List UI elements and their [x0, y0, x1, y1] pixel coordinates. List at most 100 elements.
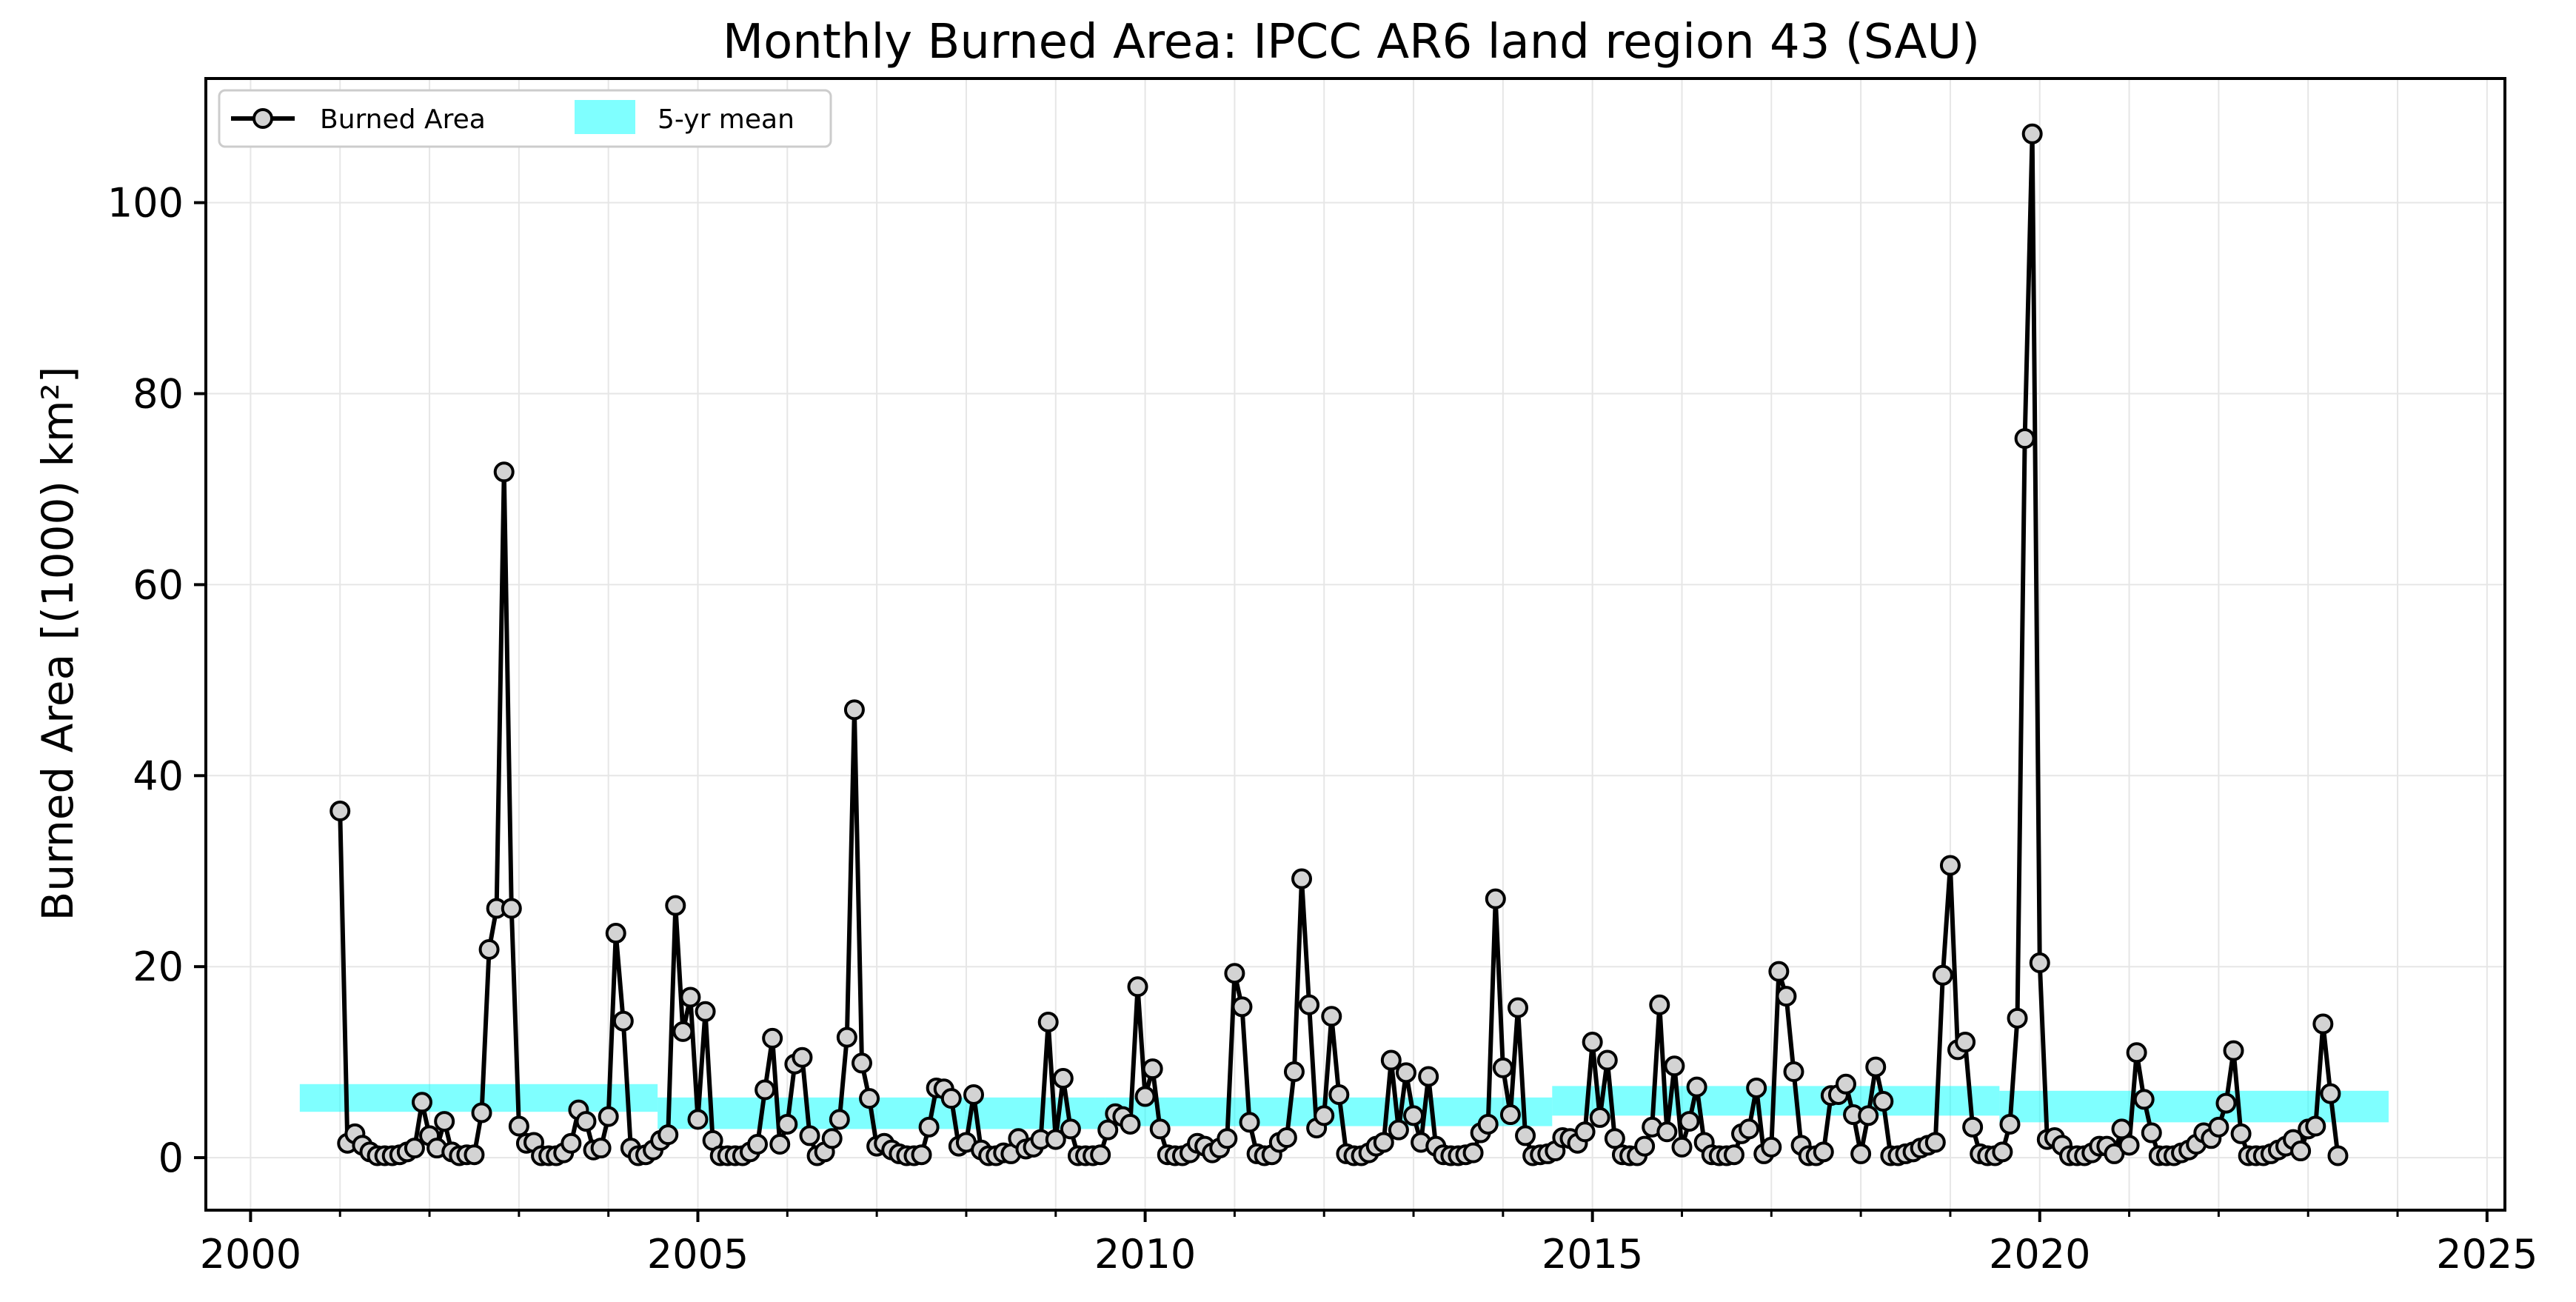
data-point — [777, 1113, 798, 1135]
burned-area-line — [338, 131, 2341, 1158]
data-point — [1850, 1143, 1872, 1164]
data-point — [963, 1084, 985, 1105]
data-point — [1589, 1106, 1610, 1128]
data-point — [1634, 1135, 1656, 1157]
data-point — [1373, 1132, 1394, 1153]
data-point — [1835, 1073, 1856, 1095]
data-point — [799, 1125, 820, 1146]
data-point — [1858, 1105, 1879, 1126]
data-point — [1217, 1128, 1238, 1149]
x-tick-label: 2005 — [647, 1231, 749, 1278]
data-point — [2305, 1115, 2326, 1137]
data-point — [1761, 1136, 1782, 1158]
data-point — [1992, 1141, 2013, 1163]
legend-label-5yr-mean: 5-yr mean — [658, 104, 794, 135]
data-point — [843, 699, 865, 721]
data-point — [501, 898, 522, 919]
data-point — [329, 801, 351, 822]
data-point — [1865, 1056, 1887, 1078]
data-point — [1939, 855, 1961, 876]
data-point — [434, 1111, 455, 1132]
data-point — [1477, 1113, 1499, 1135]
x-tick-label: 2015 — [1542, 1231, 1643, 1278]
data-point — [1052, 1068, 1074, 1089]
data-point — [2230, 1123, 2252, 1144]
data-point — [1142, 1058, 1163, 1080]
data-point — [1671, 1136, 1693, 1158]
data-point — [1955, 1032, 1976, 1053]
data-point — [478, 938, 500, 960]
data-point — [1127, 976, 1148, 998]
y-tick-label: 20 — [133, 944, 184, 990]
data-point — [561, 1132, 582, 1154]
data-point — [508, 1115, 529, 1137]
data-point — [1924, 1132, 1946, 1153]
x-tick-label: 2000 — [200, 1231, 301, 1278]
data-point — [1485, 888, 1506, 909]
data-point — [2126, 1042, 2147, 1064]
x-tick-label: 2020 — [1989, 1231, 2090, 1278]
data-point — [1276, 1127, 1297, 1149]
data-point — [1090, 1144, 1111, 1166]
legend-box — [218, 89, 832, 148]
data-point — [471, 1102, 492, 1124]
data-point — [1679, 1111, 1700, 1132]
mean-bands — [299, 1084, 2389, 1129]
data-point — [1604, 1128, 1625, 1149]
x-tick-label: 2025 — [2436, 1231, 2537, 1278]
data-point — [1380, 1049, 1402, 1071]
data-point — [2223, 1040, 2244, 1061]
data-points — [329, 123, 2349, 1166]
chart-title: Monthly Burned Area: IPCC AR6 land regio… — [723, 15, 1980, 70]
data-point — [665, 895, 686, 916]
data-point — [1239, 1112, 1260, 1133]
y-tick-label: 60 — [133, 561, 184, 608]
data-point — [1045, 1129, 1066, 1150]
data-point — [1462, 1142, 1484, 1164]
data-point — [1060, 1118, 1081, 1140]
data-point — [792, 1046, 813, 1068]
data-point — [1499, 1104, 1521, 1126]
data-point — [1656, 1121, 1678, 1143]
data-point — [1962, 1116, 1984, 1138]
data-point — [1388, 1119, 1409, 1141]
data-point — [1291, 868, 1313, 889]
data-point — [836, 1026, 857, 1048]
data-point — [2215, 1092, 2237, 1114]
data-point — [1515, 1125, 1536, 1146]
y-tick-label: 40 — [133, 752, 184, 799]
data-point — [755, 1079, 776, 1101]
data-point — [590, 1138, 612, 1159]
data-point — [762, 1027, 783, 1049]
data-point — [2014, 428, 2035, 450]
data-point — [687, 1109, 709, 1130]
data-point — [769, 1134, 791, 1155]
data-point — [1768, 961, 1790, 982]
data-point — [1582, 1032, 1603, 1053]
data-point — [2118, 1135, 2140, 1156]
data-point — [1403, 1105, 1425, 1126]
data-point — [1283, 1061, 1305, 1083]
legend: Burned Area 5-yr mean — [218, 89, 832, 148]
data-point — [1873, 1091, 1894, 1112]
data-point — [1120, 1113, 1141, 1135]
data-point — [1507, 997, 1528, 1018]
legend-marker-swatch — [252, 108, 273, 129]
data-point — [1321, 1006, 1342, 1027]
y-tick-label: 0 — [158, 1135, 184, 1181]
data-point — [1649, 994, 1670, 1015]
data-point — [411, 1092, 432, 1113]
data-point — [1776, 986, 1797, 1007]
data-point — [1664, 1055, 1685, 1077]
data-point — [404, 1138, 425, 1159]
data-point — [2208, 1116, 2229, 1138]
data-point — [2111, 1118, 2132, 1140]
data-point — [851, 1052, 872, 1074]
grid-lines — [206, 79, 2505, 1210]
data-point — [1739, 1118, 1760, 1140]
data-point — [911, 1144, 932, 1166]
y-axis-label: Burned Area [(1000) km²] — [33, 367, 83, 921]
data-point — [2029, 952, 2050, 974]
legend-label-burned-area: Burned Area — [320, 104, 486, 135]
